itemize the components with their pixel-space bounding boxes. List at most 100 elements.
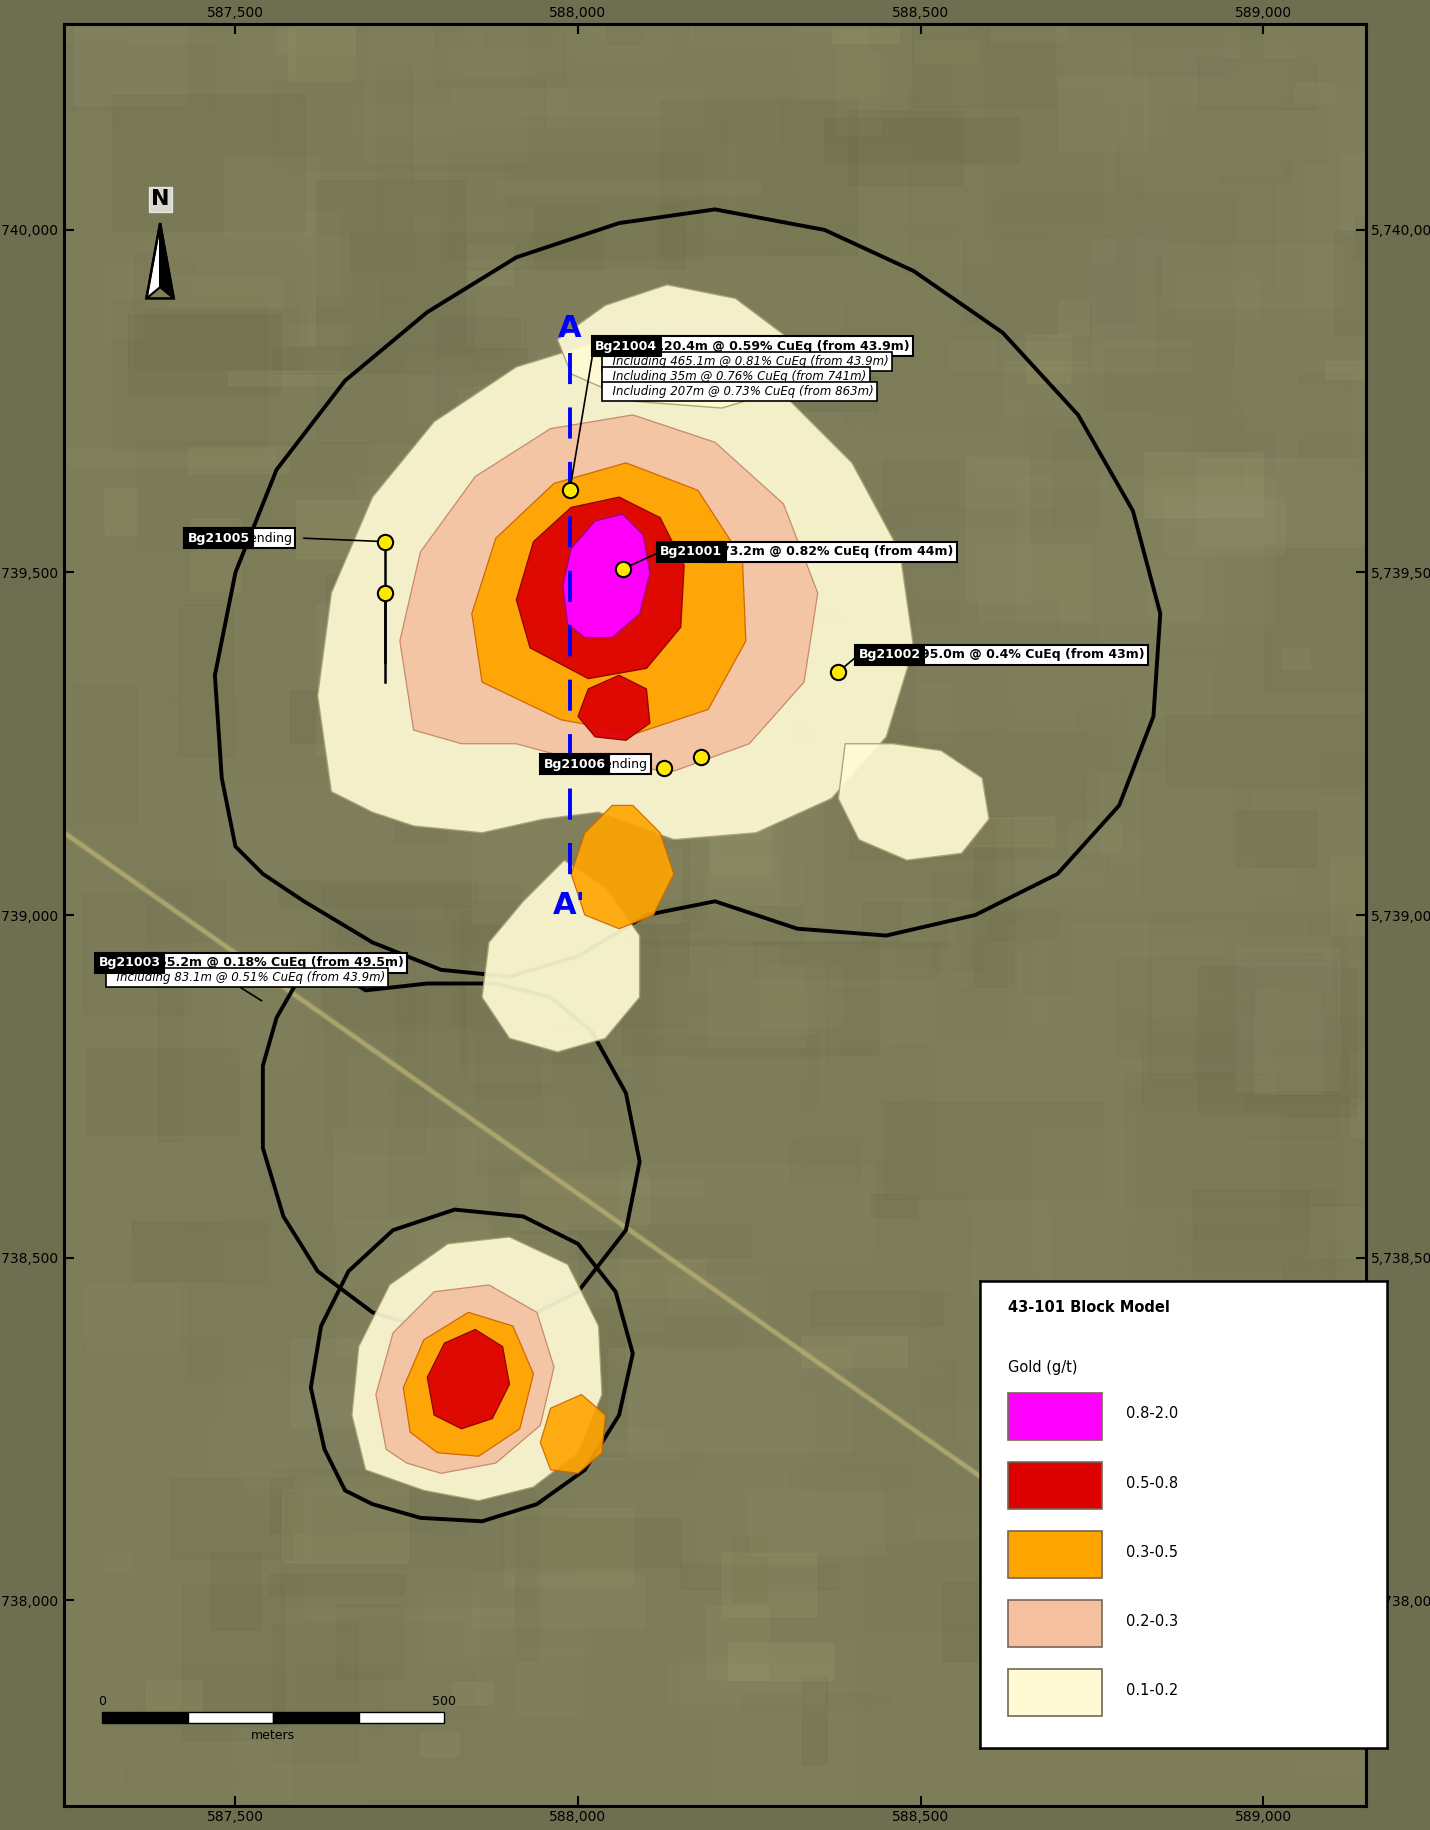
Text: 0.1-0.2: 0.1-0.2	[1127, 1684, 1178, 1698]
Bar	[1164, 498, 1284, 554]
Bar	[811, 1290, 942, 1325]
Bar	[420, 1733, 458, 1757]
Bar	[950, 342, 1190, 370]
Bar	[638, 478, 711, 587]
Bar	[395, 803, 448, 842]
Bar	[1246, 1016, 1337, 1138]
Bar	[508, 1308, 625, 1438]
Bar	[613, 1308, 665, 1369]
Bar	[1296, 82, 1334, 102]
Bar	[708, 763, 822, 922]
Bar	[804, 1360, 952, 1493]
Polygon shape	[160, 223, 174, 298]
Bar	[984, 70, 1141, 238]
Bar	[706, 966, 807, 1047]
Bar	[319, 952, 349, 966]
Bar	[892, 0, 968, 31]
Bar	[349, 104, 452, 137]
Bar	[1278, 986, 1420, 1098]
Bar	[1081, 679, 1327, 741]
Bar	[762, 964, 841, 1027]
Bar	[114, 639, 319, 765]
Bar	[1360, 1257, 1430, 1393]
Bar	[582, 939, 824, 1008]
Bar	[460, 926, 661, 1096]
Bar	[1264, 544, 1399, 690]
Bar	[1268, 602, 1396, 661]
Bar	[432, 900, 645, 994]
Bar	[124, 1770, 255, 1782]
Bar	[638, 1576, 838, 1656]
Bar	[425, 1768, 596, 1804]
Bar	[871, 1193, 918, 1215]
Polygon shape	[516, 498, 684, 679]
Bar	[210, 1554, 260, 1629]
Bar	[72, 684, 137, 824]
Polygon shape	[352, 1237, 602, 1501]
Bar	[1261, 968, 1353, 1094]
Bar	[356, 474, 456, 498]
Bar	[112, 95, 305, 231]
Text: 973.2m @ 0.82% CuEq (from 44m): 973.2m @ 0.82% CuEq (from 44m)	[708, 545, 954, 558]
Text: Bg21005: Bg21005	[187, 533, 250, 545]
Bar	[885, 1102, 1103, 1199]
Text: 0.3-0.5: 0.3-0.5	[1127, 1545, 1178, 1559]
Bar	[134, 253, 307, 370]
Bar	[731, 917, 895, 979]
Bar	[470, 503, 512, 547]
Bar	[552, 1374, 599, 1424]
Polygon shape	[563, 514, 649, 637]
Bar	[472, 761, 611, 924]
Bar	[1155, 403, 1243, 490]
Bar	[316, 179, 465, 346]
Bar	[463, 1596, 588, 1658]
Bar	[741, 1695, 891, 1709]
Bar	[1241, 0, 1263, 57]
FancyBboxPatch shape	[1008, 1462, 1103, 1508]
Bar	[964, 234, 1134, 322]
Bar	[1253, 1612, 1370, 1715]
Bar	[137, 441, 368, 600]
Bar	[468, 961, 531, 988]
Bar	[912, 0, 1054, 106]
Bar	[316, 606, 548, 754]
Bar	[67, 448, 275, 465]
Bar	[272, 533, 488, 589]
Bar	[1198, 59, 1316, 108]
Bar	[1154, 913, 1343, 1074]
Bar	[343, 236, 522, 280]
Bar	[1027, 335, 1070, 382]
Bar	[1198, 966, 1356, 1116]
Bar	[957, 223, 1201, 256]
Bar	[1297, 1574, 1347, 1728]
Bar	[448, 51, 539, 75]
Bar	[1068, 822, 1120, 853]
Bar	[722, 1552, 817, 1616]
Bar	[675, 313, 889, 329]
Bar	[778, 1490, 909, 1545]
Bar	[1138, 1255, 1387, 1400]
Bar	[541, 1285, 591, 1318]
Bar	[1263, 1453, 1430, 1541]
Bar	[1191, 417, 1274, 472]
Bar	[852, 507, 1054, 527]
Bar	[1237, 1620, 1430, 1782]
Bar	[460, 0, 694, 59]
Bar	[708, 1199, 891, 1290]
Bar	[73, 0, 123, 132]
Bar	[664, 1319, 758, 1462]
Bar	[756, 1329, 841, 1468]
Polygon shape	[428, 1329, 509, 1429]
Bar	[460, 911, 654, 1063]
Bar	[516, 1649, 581, 1717]
Bar	[884, 459, 958, 622]
Bar	[582, 439, 751, 511]
Bar	[694, 994, 724, 1014]
Polygon shape	[578, 675, 649, 741]
Bar	[1298, 373, 1351, 496]
Bar	[345, 1208, 553, 1310]
Bar	[1153, 447, 1207, 520]
Bar	[666, 29, 734, 49]
Bar	[791, 1140, 861, 1182]
Bar	[1218, 165, 1290, 183]
